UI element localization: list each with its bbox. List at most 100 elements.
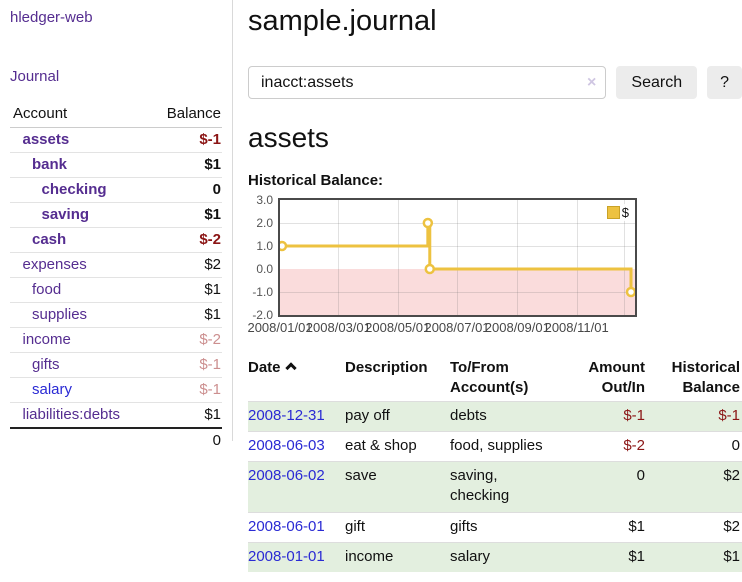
register-header-date[interactable]: Date: [248, 355, 345, 401]
date-link[interactable]: 2008-06-03: [248, 436, 325, 454]
accounts-header-account: Account: [10, 101, 149, 128]
account-row: supplies $1: [10, 302, 222, 328]
historical-balance-cell: 0: [731, 436, 740, 454]
account-row: income $-2: [10, 327, 222, 353]
date-link[interactable]: 2008-12-31: [248, 406, 325, 424]
account-balance: $-1: [148, 352, 222, 378]
historical-balance-cell: $-1: [718, 406, 740, 424]
legend-swatch-icon: [606, 206, 620, 219]
chart-x-axis: 2008/01/01 2008/03/01 2008/05/01 2008/07/01…: [247, 317, 637, 335]
description-cell: income: [345, 547, 394, 565]
transaction-row: 2008-06-01 gift gifts $1 $2: [248, 512, 742, 542]
date-link[interactable]: 2008-01-01: [248, 547, 325, 565]
gridline: [397, 200, 399, 315]
account-link[interactable]: salary: [32, 381, 73, 398]
transaction-row: 2008-06-02 save saving, checking 0 $2: [248, 461, 742, 513]
description-cell: eat & shop: [345, 436, 417, 454]
help-button[interactable]: ?: [707, 66, 742, 99]
account-link[interactable]: food: [32, 281, 62, 298]
account-balance: $2: [148, 252, 222, 278]
account-link[interactable]: liabilities:debts: [22, 406, 121, 423]
account-balance: 0: [148, 177, 222, 203]
chart-plot-area: $: [278, 198, 637, 317]
account-row: checking 0: [10, 177, 222, 203]
nav-journal-link[interactable]: Journal: [10, 68, 60, 85]
historical-balance-cell: $2: [723, 467, 740, 485]
y-tick-label: 3.0: [256, 193, 273, 207]
x-tick-label: 2008/07/01: [424, 320, 490, 335]
data-point-marker: [280, 240, 288, 252]
accounts-header-row: Account Balance: [10, 101, 222, 128]
register-header-balance: Historical Balance: [671, 359, 740, 396]
amount-cell: $-2: [623, 436, 645, 454]
main-content: sample.journal × Search ? assets Histori…: [247, 0, 742, 573]
account-link[interactable]: supplies: [32, 306, 88, 323]
data-point-marker: [625, 286, 635, 298]
gridline: [338, 200, 340, 315]
transaction-row: 2008-01-01 income salary $1 $1: [248, 542, 742, 573]
amount-cell: $-1: [623, 406, 645, 424]
x-tick-label: 2008/09/01: [484, 320, 550, 335]
tofrom-accounts-cell: gifts: [450, 517, 478, 535]
gridline: [457, 200, 458, 315]
x-tick-label: 2008/01/01: [247, 320, 313, 335]
amount-cell: $1: [628, 517, 645, 535]
gridline: [576, 200, 578, 315]
tofrom-accounts-cell: debts: [450, 406, 487, 424]
y-tick-label: -2.0: [252, 308, 273, 322]
y-tick-label: -1.0: [252, 285, 273, 299]
tofrom-accounts-cell: saving, checking: [450, 467, 510, 505]
chart-y-axis: 3.0 2.0 1.0 0.0 -1.0 -2.0: [248, 193, 278, 322]
accounts-table: Account Balance assets $-1 bank $1 checking 0…: [10, 101, 222, 453]
register-table: Date Description To/From Account(s) Amount Ou…: [248, 355, 742, 573]
account-row: saving $1: [10, 202, 222, 228]
account-heading: assets: [248, 122, 329, 153]
negative-region: [280, 269, 635, 315]
account-link[interactable]: bank: [32, 156, 68, 173]
x-tick-label: 2008/05/01: [365, 320, 431, 335]
account-row: cash $-2: [10, 227, 222, 253]
transaction-row: 2008-06-03 eat & shop food, supplies $-2 0: [248, 431, 742, 461]
search-input[interactable]: [248, 66, 607, 99]
y-tick-label: 2.0: [256, 216, 273, 230]
x-tick-label: 2008/03/01: [305, 320, 371, 335]
account-link[interactable]: expenses: [22, 256, 87, 273]
brand-link[interactable]: hledger-web: [10, 9, 93, 26]
data-point-marker: [422, 217, 434, 229]
sidebar: hledger-web Journal Account Balance asse…: [0, 0, 233, 453]
historical-balance-cell: $1: [723, 547, 740, 565]
date-link[interactable]: 2008-06-02: [248, 467, 325, 485]
account-link[interactable]: income: [22, 331, 71, 348]
account-balance: $-1: [148, 377, 222, 403]
account-balance: $1: [148, 277, 222, 303]
accounts-total-balance: 0: [148, 427, 222, 453]
account-link[interactable]: gifts: [32, 356, 60, 373]
account-row: food $1: [10, 277, 222, 303]
search-form: × Search ?: [248, 66, 742, 99]
register-header-row: Date Description To/From Account(s) Amount Ou…: [248, 355, 742, 401]
tofrom-accounts-cell: salary: [450, 547, 491, 565]
description-cell: save: [345, 467, 377, 485]
gridline: [280, 223, 635, 224]
account-link[interactable]: checking: [41, 181, 107, 198]
accounts-header-balance: Balance: [148, 101, 222, 128]
clear-search-icon[interactable]: ×: [587, 74, 597, 91]
tofrom-accounts-cell: food, supplies: [450, 436, 543, 454]
account-row: expenses $2: [10, 252, 222, 278]
account-balance: $1: [148, 402, 222, 428]
date-link[interactable]: 2008-06-01: [248, 517, 325, 535]
account-link[interactable]: assets: [22, 131, 70, 148]
data-point-marker: [424, 263, 436, 275]
historical-balance-cell: $2: [723, 517, 740, 535]
account-link[interactable]: cash: [32, 231, 67, 248]
account-balance: $1: [148, 202, 222, 228]
gridline: [280, 292, 635, 293]
account-link[interactable]: saving: [41, 206, 90, 223]
amount-cell: $1: [628, 547, 645, 565]
search-button[interactable]: Search: [616, 66, 698, 99]
y-tick-label: 1.0: [256, 239, 273, 253]
description-cell: gift: [345, 517, 366, 535]
account-balance: $-1: [199, 131, 221, 148]
account-balance: $-2: [148, 227, 222, 253]
account-balance: $1: [148, 302, 222, 328]
